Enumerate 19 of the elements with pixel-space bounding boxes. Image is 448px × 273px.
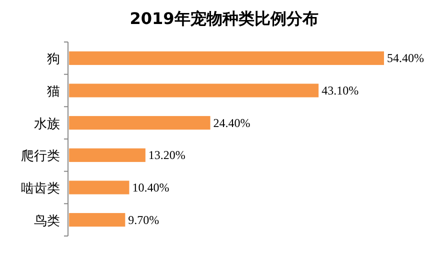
data-label: 10.40%: [132, 180, 170, 194]
bar: [69, 180, 130, 194]
y-tick-label: 水族: [34, 116, 60, 132]
data-label: 54.40%: [387, 51, 424, 66]
data-label: 9.70%: [128, 212, 160, 227]
y-tick-label: 啮齿类: [21, 182, 60, 196]
bar: [69, 84, 319, 98]
y-tick-label: 狗: [47, 52, 60, 68]
bar: [69, 213, 126, 227]
y-tick-label: 鸟类: [34, 214, 60, 229]
chart-title: 2019年宠物种类比例分布: [130, 9, 318, 28]
bar: [69, 148, 146, 162]
bar: [69, 51, 384, 65]
y-tick-label: 爬行类: [21, 149, 60, 164]
y-tick-label: 猫: [47, 84, 60, 100]
data-label: 13.20%: [148, 148, 186, 162]
bar: [69, 116, 210, 130]
data-label: 43.10%: [322, 84, 359, 98]
data-label: 24.40%: [213, 116, 250, 130]
